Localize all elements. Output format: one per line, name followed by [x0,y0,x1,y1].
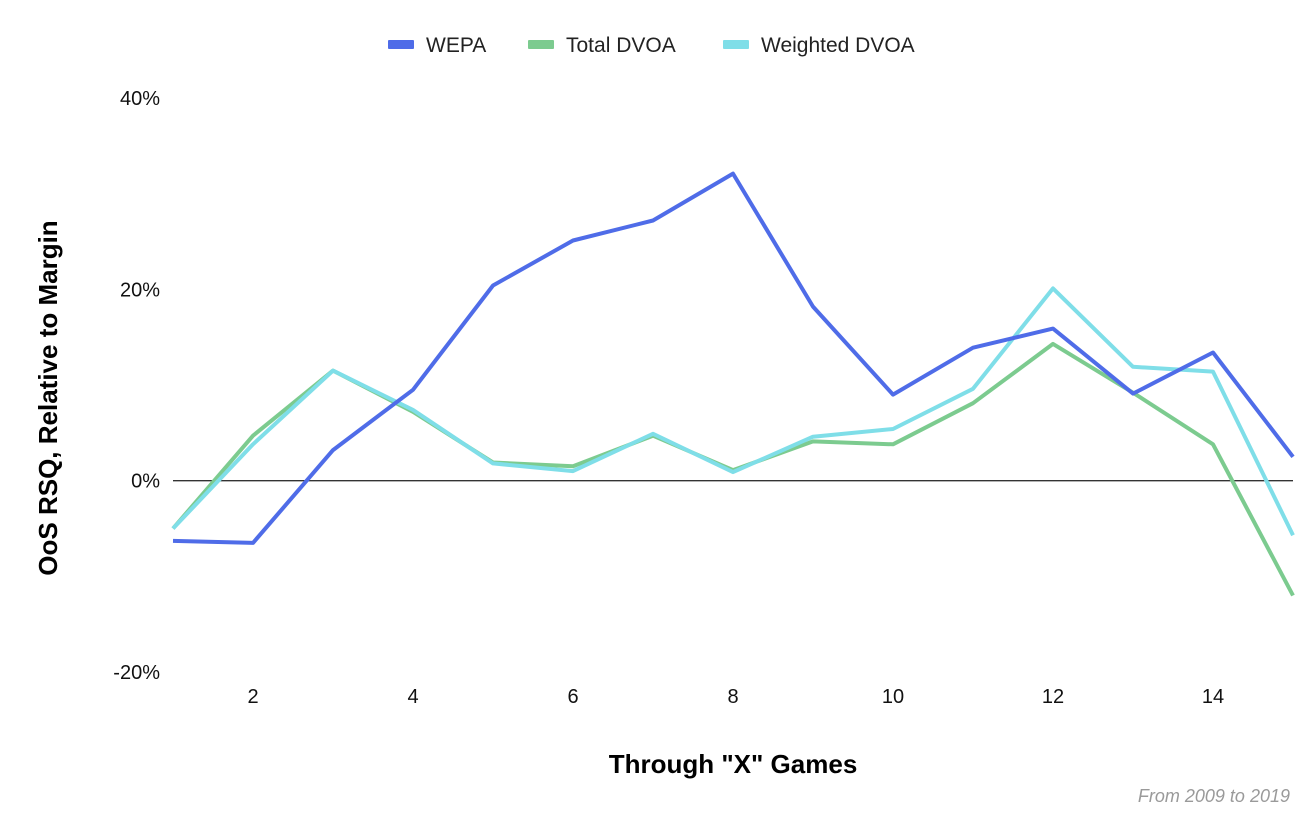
y-tick-label: 0% [131,471,160,493]
x-tick-label: 14 [1202,686,1224,708]
x-tick-label: 10 [882,686,904,708]
legend-item-weighted-dvoa[interactable]: Weighted DVOA [723,34,915,57]
y-axis-title: OoS RSQ, Relative to Margin [33,220,63,575]
x-tick-label: 6 [567,686,578,708]
y-tick-label: 20% [120,279,160,301]
y-tick-label: 40% [120,88,160,110]
x-axis-tick-labels: 2 4 6 8 10 12 14 [247,686,1224,708]
x-tick-label: 4 [407,686,418,708]
series-line-wepa [172,171,1295,545]
y-axis-tick-labels: -20% 0% 20% 40% [113,88,160,684]
legend-swatch [528,40,554,49]
legend-swatch [723,40,749,49]
chart-series-lines [171,171,1295,597]
series-line-weighted-dvoa [171,286,1295,537]
y-tick-label: -20% [113,662,160,684]
source-note: From 2009 to 2019 [1138,786,1290,806]
legend-label: Total DVOA [566,34,676,57]
legend-swatch [388,40,414,49]
series-line-total-dvoa [171,341,1295,597]
legend-label: WEPA [426,34,486,57]
legend-item-wepa[interactable]: WEPA [388,34,486,57]
legend-label: Weighted DVOA [761,34,915,57]
legend-item-total-dvoa[interactable]: Total DVOA [528,34,676,57]
chart-legend[interactable]: WEPA Total DVOA Weighted DVOA [388,34,915,57]
x-tick-label: 2 [247,686,258,708]
x-tick-label: 12 [1042,686,1064,708]
x-axis-title: Through "X" Games [609,749,858,779]
x-tick-label: 8 [727,686,738,708]
